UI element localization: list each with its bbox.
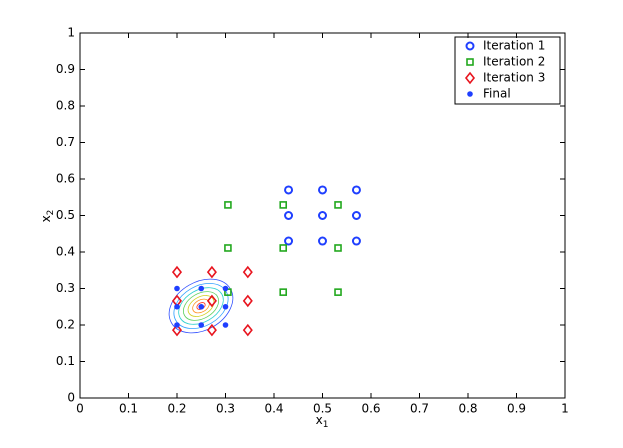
point (174, 303, 180, 310)
y-tick-label: 1 (67, 26, 75, 40)
point (279, 201, 288, 209)
point (279, 244, 288, 252)
point (334, 201, 342, 209)
point (284, 211, 294, 220)
point (242, 294, 253, 308)
point (334, 288, 342, 296)
point (242, 265, 253, 279)
legend-marker (466, 58, 474, 66)
y-axis-label: x2 (39, 210, 56, 223)
x-tick-label: 0.8 (458, 402, 477, 416)
point (198, 285, 205, 292)
x-tick-label: 0.7 (410, 402, 429, 416)
legend-marker (464, 71, 476, 85)
y-tick-label: 0.7 (56, 135, 75, 149)
x-tick-label: 0.4 (264, 402, 283, 416)
point (198, 303, 205, 310)
y-tick-label: 0.3 (56, 281, 75, 295)
point (171, 265, 183, 279)
x-tick-label: 0.2 (167, 402, 186, 416)
point (318, 236, 327, 246)
y-tick-label: 0.2 (56, 318, 75, 332)
point (206, 294, 217, 308)
point (318, 211, 327, 220)
point (222, 322, 229, 328)
point (171, 323, 183, 337)
point (351, 236, 361, 246)
x-tick-label: 0.3 (216, 402, 235, 416)
point (174, 285, 180, 292)
y-tick-label: 0.9 (56, 62, 75, 76)
legend-label: Iteration 1 (483, 39, 545, 53)
point (318, 185, 327, 195)
x-tick-label: 1 (561, 402, 569, 416)
y-tick-label: 0.1 (56, 354, 75, 368)
x-tick-label: 0 (76, 402, 84, 416)
y-tick-label: 0.5 (56, 208, 75, 222)
legend-label: Iteration 3 (483, 71, 545, 85)
legend-label: Iteration 2 (483, 55, 545, 69)
point (206, 265, 217, 279)
point (284, 236, 294, 246)
point (222, 303, 229, 310)
legend-marker (465, 41, 475, 51)
point (351, 211, 361, 220)
y-tick-label: 0.6 (56, 172, 75, 186)
point (174, 322, 180, 328)
x-axis-label: x1 (316, 413, 329, 430)
x-tick-label: 0.6 (361, 402, 380, 416)
point (222, 285, 229, 292)
y-tick-label: 0 (67, 391, 75, 405)
point (351, 185, 361, 195)
x-tick-label: 0.1 (119, 402, 138, 416)
point (284, 185, 294, 195)
point (334, 244, 342, 252)
y-tick-label: 0.4 (56, 245, 75, 259)
point (224, 201, 232, 209)
x-tick-label: 0.5 (313, 402, 332, 416)
y-tick-label: 0.8 (56, 99, 75, 113)
point (279, 288, 288, 296)
legend-label: Final (483, 87, 511, 101)
x-tick-label: 0.9 (507, 402, 526, 416)
point (206, 323, 217, 337)
point (242, 323, 253, 337)
point (224, 244, 232, 252)
point (198, 322, 205, 328)
legend-marker (467, 91, 473, 97)
